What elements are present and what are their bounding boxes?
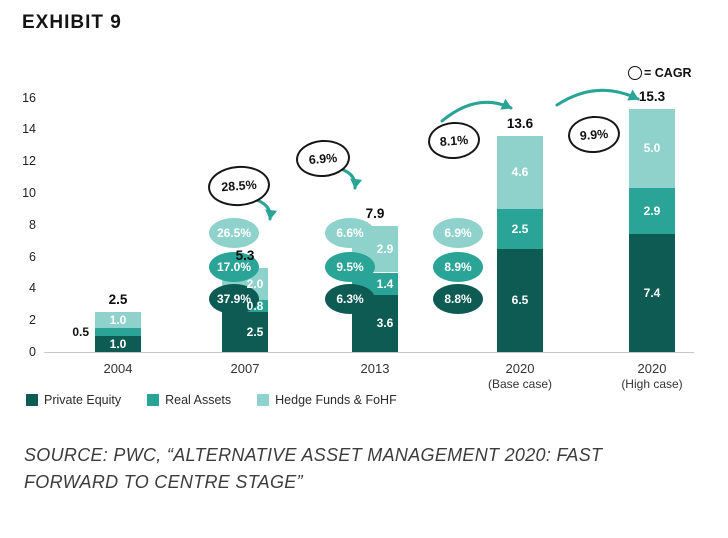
bar-segment-value-outside: 0.5	[72, 325, 89, 340]
segment-cagr-ellipse-private-equity: 8.8%	[433, 284, 483, 314]
y-axis-tick-label: 8	[29, 217, 36, 232]
bar-total-label: 2.5	[108, 292, 128, 308]
legend-label: Real Assets	[165, 393, 232, 407]
y-axis-tick-label: 0	[29, 345, 36, 359]
bar-segment-value: 3.6	[376, 316, 394, 331]
total-cagr-ellipse: 28.5%	[206, 163, 272, 209]
y-axis-tick-label: 12	[22, 154, 36, 169]
bar-segment-hedge-funds-fohf	[497, 135, 543, 209]
legend-item-private-equity: Private Equity	[26, 393, 121, 407]
exhibit-title: EXHIBIT 9	[22, 12, 122, 33]
bar-segment-value: 2.5	[511, 221, 529, 236]
bar-segment-value: 5.0	[643, 141, 661, 156]
bar-segment-real-assets	[95, 328, 141, 337]
segment-cagr-ellipse-hedge-funds-fohf: 6.6%	[325, 218, 375, 248]
total-cagr-ellipse: 6.9%	[294, 137, 352, 179]
bar-segment-value: 7.4	[643, 286, 661, 301]
segment-cagr-ellipse-hedge-funds-fohf: 6.9%	[433, 218, 483, 248]
bar-segment-private-equity	[629, 234, 675, 352]
segment-cagr-ellipse-real-assets: 9.5%	[325, 252, 375, 282]
bar-segment-value: 2.9	[643, 204, 661, 219]
segment-cagr-ellipse-private-equity: 37.9%	[209, 284, 259, 314]
category-year: 2020	[637, 361, 667, 376]
segment-cagr-ellipse-real-assets: 17.0%	[209, 252, 259, 282]
bar-segment-value: 4.6	[511, 165, 529, 180]
legend-item-hedge-funds-fohf: Hedge Funds & FoHF	[257, 393, 397, 407]
cagr-arrow-2007	[248, 196, 278, 221]
x-axis-category-label: 2004	[68, 361, 168, 377]
bar-segment-value: 2.5	[246, 325, 264, 340]
bar-total-label: 5.3	[235, 247, 255, 263]
segment-cagr-ellipse-hedge-funds-fohf: 26.5%	[209, 218, 259, 248]
bar-segment-hedge-funds-fohf	[629, 108, 675, 189]
y-axis-tick-label: 14	[22, 122, 36, 137]
total-cagr-ellipse: 8.1%	[426, 119, 482, 161]
chart-legend: Private Equity Real Assets Hedge Funds & F…	[26, 393, 397, 407]
segment-cagr-ellipse-private-equity: 6.3%	[325, 284, 375, 314]
legend-item-real-assets: Real Assets	[147, 393, 231, 407]
category-case: (High case)	[621, 377, 683, 392]
bar-segment-real-assets	[629, 188, 675, 235]
category-year: 2013	[360, 361, 390, 376]
bar-segment-value: 1.0	[109, 313, 127, 328]
bar-segment-private-equity	[222, 312, 268, 352]
x-axis-category-label: 2020 (High case)	[602, 361, 702, 392]
total-cagr-ellipse: 9.9%	[566, 113, 622, 155]
bar-segment-value: 0.8	[246, 298, 264, 313]
source-citation: SOURCE: PWC, “ALTERNATIVE ASSET MANAGEME…	[24, 445, 603, 492]
bar-segment-value: 2.0	[246, 276, 264, 291]
y-axis-tick-label: 4	[29, 281, 36, 296]
bar-segment-private-equity	[352, 294, 398, 352]
category-year: 2007	[230, 361, 260, 376]
segment-cagr-ellipse-real-assets: 8.9%	[433, 252, 483, 282]
cagr-arrow-2013	[332, 165, 363, 190]
category-year: 2020	[505, 361, 535, 376]
y-axis-tick-label: 2	[29, 313, 36, 328]
y-axis-tick-label: 16	[22, 90, 36, 105]
bar-total-label: 7.9	[365, 206, 385, 222]
bar-segment-value: 2.9	[376, 242, 394, 257]
bar-segment-private-equity	[95, 336, 141, 352]
bar-segment-hedge-funds-fohf	[352, 226, 398, 273]
bar-segment-real-assets	[222, 299, 268, 313]
bar-segment-real-assets	[497, 208, 543, 249]
bar-segment-private-equity	[497, 248, 543, 352]
bar-segment-hedge-funds-fohf	[222, 267, 268, 300]
x-axis-category-label: 2020 (Base case)	[470, 361, 570, 392]
cagr-legend: = CAGR	[628, 66, 692, 80]
legend-label: Private Equity	[44, 393, 122, 407]
bar-total-label: 15.3	[638, 88, 666, 104]
x-axis-category-label: 2007	[195, 361, 295, 377]
cagr-legend-label: = CAGR	[644, 66, 692, 80]
bar-segment-real-assets	[352, 272, 398, 295]
bar-segment-value: 6.5	[511, 293, 529, 308]
legend-swatch	[147, 394, 160, 406]
category-case: (Base case)	[487, 377, 553, 392]
bar-total-label: 13.6	[506, 115, 534, 131]
x-axis-category-label: 2013	[325, 361, 425, 377]
legend-swatch	[26, 394, 38, 406]
cagr-circle-icon	[628, 66, 642, 80]
cagr-arrow-2020-high	[555, 88, 640, 107]
legend-label: Hedge Funds & FoHF	[275, 393, 397, 407]
legend-swatch	[257, 394, 270, 406]
cagr-arrow-2020-base	[440, 98, 513, 123]
bar-segment-value: 1.0	[109, 337, 127, 352]
y-axis-tick-label: 6	[29, 249, 36, 264]
bar-segment-hedge-funds-fohf	[95, 312, 141, 329]
category-year: 2004	[103, 361, 133, 376]
x-axis-line	[44, 352, 694, 353]
y-axis-tick-label: 10	[22, 186, 36, 200]
bar-segment-value: 1.4	[376, 276, 394, 291]
